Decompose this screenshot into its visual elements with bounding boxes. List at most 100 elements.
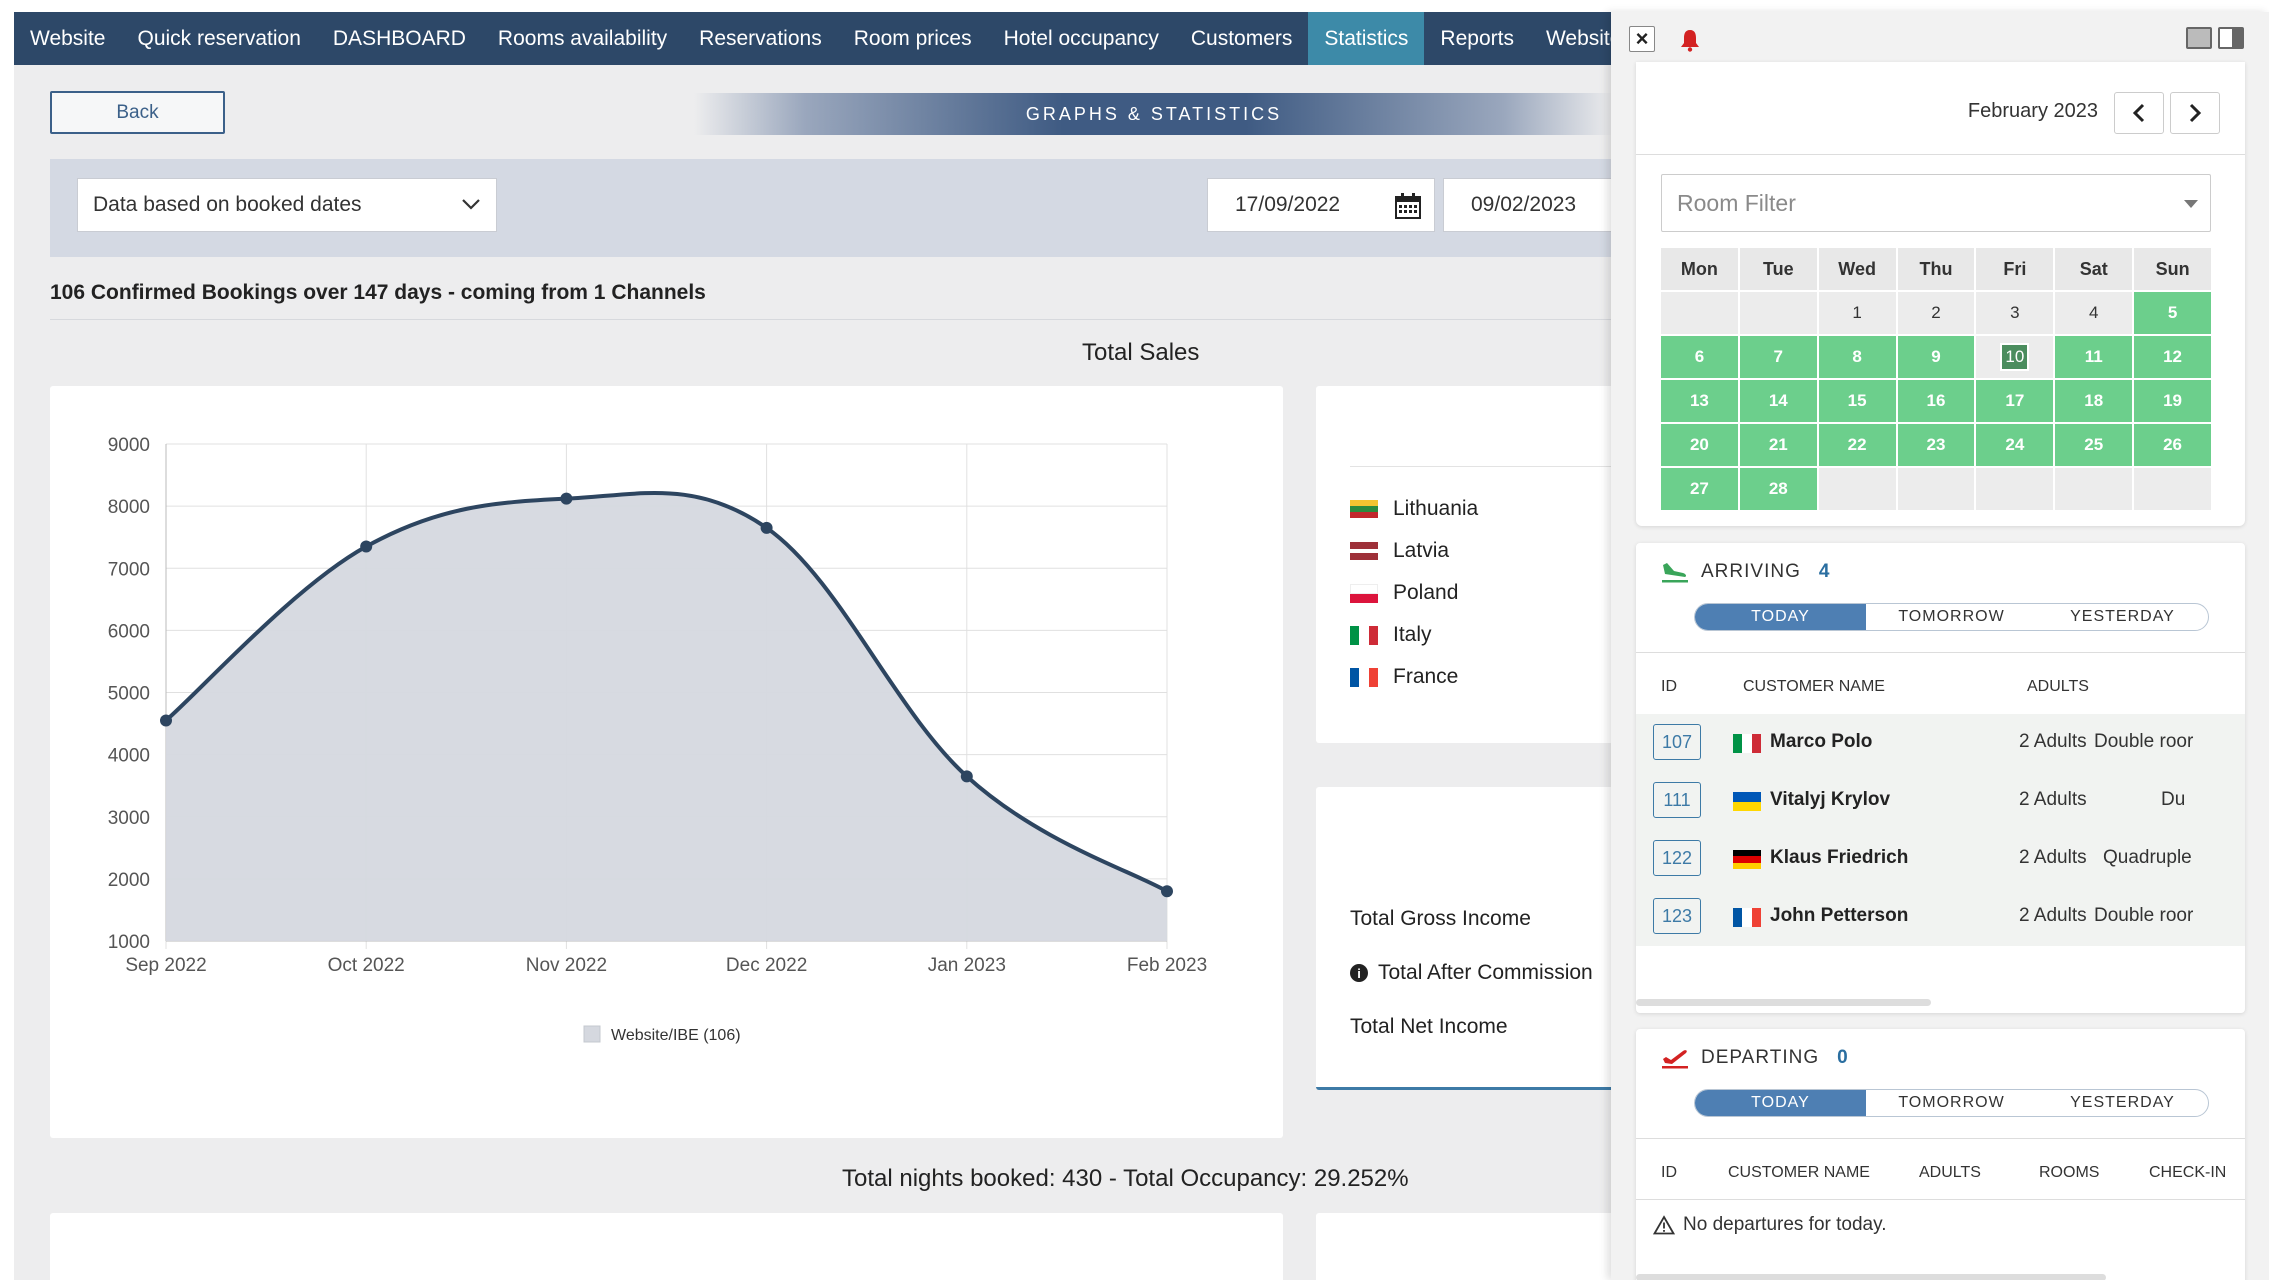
bookings-summary: 106 Confirmed Bookings over 147 days - c… (50, 281, 706, 304)
calendar-day-8[interactable]: 8 (1818, 336, 1896, 378)
calendar-day-20[interactable]: 20 (1661, 424, 1738, 466)
calendar-day-5[interactable]: 5 (2134, 292, 2211, 334)
divider (1636, 1199, 2245, 1200)
arriving-row[interactable]: 123 John Petterson 2 Adults Double roor (1636, 888, 2245, 946)
caret-down-icon (2184, 200, 2198, 208)
data-point (1161, 885, 1173, 898)
latvia-flag-icon (1350, 541, 1378, 561)
horizontal-scrollbar[interactable] (1636, 999, 1931, 1006)
filter-bar: Data based on booked dates 17/09/2022 09… (50, 159, 1614, 257)
country-label: Lithuania (1393, 497, 1479, 520)
reservation-id-link[interactable]: 107 (1653, 724, 1701, 760)
y-tick-label: 7000 (108, 559, 150, 580)
france-flag-icon (1733, 908, 1761, 927)
calendar-day-12[interactable]: 12 (2134, 336, 2211, 378)
calendar-day-7[interactable]: 7 (1739, 336, 1817, 378)
next-month-button[interactable] (2170, 92, 2220, 134)
calendar-day-27[interactable]: 27 (1661, 468, 1738, 510)
horizontal-scrollbar[interactable] (1636, 1274, 2106, 1280)
customer-name: Marco Polo (1770, 731, 1873, 752)
data-basis-value: Data based on booked dates (93, 193, 362, 216)
info-icon[interactable]: i (1350, 964, 1368, 982)
nav-hotel-occupancy[interactable]: Hotel occupancy (1003, 26, 1159, 50)
calendar-day-28[interactable]: 28 (1739, 468, 1817, 510)
after-commission-row: i Total After Commission (1350, 946, 1593, 1000)
customer-name: Vitalyj Krylov (1770, 789, 1891, 810)
calendar-day-13[interactable]: 13 (1661, 380, 1738, 422)
tab-yesterday[interactable]: YESTERDAY (2070, 1094, 2175, 1111)
room-filter-select[interactable]: Room Filter (1661, 174, 2211, 232)
calendar-day-4[interactable]: 4 (2055, 292, 2133, 334)
legend-label: Website/IBE (106) (611, 1027, 741, 1044)
y-tick-label: 3000 (108, 808, 150, 829)
data-basis-select[interactable]: Data based on booked dates (77, 178, 497, 232)
nav-room-prices[interactable]: Room prices (853, 26, 972, 50)
calendar-day-24[interactable]: 24 (1976, 424, 2054, 466)
date-from-value: 17/09/2022 (1235, 193, 1341, 216)
tab-today[interactable]: TODAY (1695, 604, 1866, 630)
reservation-id-link[interactable]: 122 (1653, 840, 1701, 876)
calendar-day-9[interactable]: 9 (1897, 336, 1975, 378)
divider (1636, 154, 2245, 155)
calendar-empty-cell (1739, 292, 1817, 334)
calendar-day-10[interactable]: 10 (1976, 336, 2054, 378)
date-from-field[interactable]: 17/09/2022 (1207, 178, 1435, 232)
customer-name: Klaus Friedrich (1770, 847, 1909, 868)
date-to-field[interactable]: 09/02/2023 (1443, 178, 1614, 232)
france-flag-icon (1350, 667, 1378, 687)
y-tick-label: 2000 (108, 870, 150, 891)
calendar-day-21[interactable]: 21 (1739, 424, 1817, 466)
calendar-day-16[interactable]: 16 (1897, 380, 1975, 422)
arriving-row[interactable]: 122 Klaus Friedrich 2 Adults Quadruple (1636, 830, 2245, 888)
calendar-day-14[interactable]: 14 (1739, 380, 1817, 422)
calendar-day-15[interactable]: 15 (1818, 380, 1896, 422)
calendar-day-6[interactable]: 6 (1661, 336, 1738, 378)
gross-income-label: Total Gross Income (1350, 907, 1531, 930)
nav-rooms-availability[interactable]: Rooms availability (497, 26, 668, 50)
series-line (164, 491, 1168, 894)
nav-dashboard[interactable]: DASHBOARD (332, 26, 466, 50)
data-point (960, 770, 973, 783)
arriving-tabs: TODAY TOMORROW YESTERDAY (1694, 603, 2209, 631)
calendar-day-3[interactable]: 3 (1976, 292, 2054, 334)
close-icon[interactable]: × (1629, 26, 1655, 52)
nav-statistics[interactable]: Statistics (1308, 12, 1425, 65)
calendar-day-18[interactable]: 18 (2055, 380, 2133, 422)
tab-yesterday[interactable]: YESTERDAY (2070, 608, 2175, 625)
layout-split-icon[interactable] (2218, 27, 2244, 49)
prev-month-button[interactable] (2114, 92, 2164, 134)
calendar-day-11[interactable]: 11 (2055, 336, 2133, 378)
calendar-day-19[interactable]: 19 (2134, 380, 2211, 422)
reservation-id-link[interactable]: 111 (1653, 782, 1701, 818)
nav-reports[interactable]: Reports (1440, 26, 1514, 50)
calendar-day-25[interactable]: 25 (2055, 424, 2133, 466)
nav-website-analytics[interactable]: Website analytic (1545, 26, 1614, 50)
calendar-day-22[interactable]: 22 (1818, 424, 1896, 466)
bell-icon[interactable] (1679, 28, 1701, 52)
reservation-id-link[interactable]: 123 (1653, 898, 1701, 934)
tab-today[interactable]: TODAY (1695, 1090, 1866, 1116)
calendar-empty-cell (2134, 468, 2211, 510)
arriving-row[interactable]: 107 Marco Polo 2 Adults Double roor (1636, 714, 2245, 772)
calendar-day-17[interactable]: 17 (1976, 380, 2054, 422)
calendar-day-1[interactable]: 1 (1818, 292, 1896, 334)
tab-tomorrow[interactable]: TOMORROW (1898, 608, 2005, 625)
nav-quick-reservation[interactable]: Quick reservation (137, 26, 301, 50)
occupancy-side-card (1316, 1213, 1614, 1280)
calendar-empty-cell (2055, 468, 2133, 510)
tab-tomorrow[interactable]: TOMORROW (1898, 1094, 2005, 1111)
arriving-row[interactable]: 111 Vitalyj Krylov 2 Adults Du (1636, 772, 2245, 830)
calendar-day-26[interactable]: 26 (2134, 424, 2211, 466)
layout-full-icon[interactable] (2186, 27, 2212, 49)
weekday-header: Fri (1976, 248, 2054, 290)
calendar-icon[interactable] (1394, 192, 1422, 220)
nav-reservations[interactable]: Reservations (699, 26, 822, 50)
weekday-header: Sat (2055, 248, 2133, 290)
nav-customers[interactable]: Customers (1190, 26, 1293, 50)
column-rooms: ROOMS (2039, 1164, 2100, 1181)
calendar-day-2[interactable]: 2 (1897, 292, 1975, 334)
calendar-day-23[interactable]: 23 (1897, 424, 1975, 466)
nav-website[interactable]: Website (30, 26, 106, 50)
calendar-empty-cell (1818, 468, 1896, 510)
back-button[interactable]: Back (50, 91, 225, 134)
